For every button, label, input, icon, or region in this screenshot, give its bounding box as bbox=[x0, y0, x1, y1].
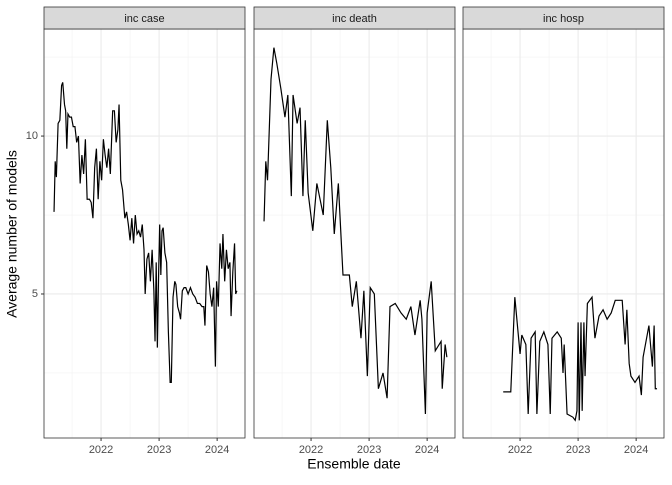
x-tick-label: 2022 bbox=[508, 444, 532, 456]
x-tick-label: 2024 bbox=[205, 444, 229, 456]
x-tick-label: 2023 bbox=[357, 444, 381, 456]
x-tick-label: 2024 bbox=[415, 444, 439, 456]
facet-strip bbox=[43, 6, 246, 30]
x-tick-label: 2022 bbox=[89, 444, 113, 456]
facet-title: inc death bbox=[332, 13, 377, 25]
y-axis-title: Average number of models bbox=[4, 150, 20, 318]
panel-background bbox=[463, 29, 664, 438]
data-line bbox=[263, 47, 448, 415]
panel-background bbox=[44, 29, 245, 438]
facet-title: inc case bbox=[124, 13, 164, 25]
data-line bbox=[503, 295, 658, 422]
x-tick-label: 2022 bbox=[299, 444, 323, 456]
panel-background bbox=[254, 29, 455, 438]
x-tick-label: 2023 bbox=[147, 444, 171, 456]
x-tick-label: 2023 bbox=[566, 444, 590, 456]
data-line bbox=[53, 82, 238, 384]
x-tick-label: 2024 bbox=[624, 444, 648, 456]
x-axis-title: Ensemble date bbox=[307, 456, 401, 472]
facet-title: inc hosp bbox=[543, 13, 584, 25]
facet-strip bbox=[462, 6, 665, 30]
y-tick-label: 5 bbox=[32, 288, 38, 300]
y-tick-label: 10 bbox=[26, 130, 38, 142]
facet-strip bbox=[253, 6, 456, 30]
